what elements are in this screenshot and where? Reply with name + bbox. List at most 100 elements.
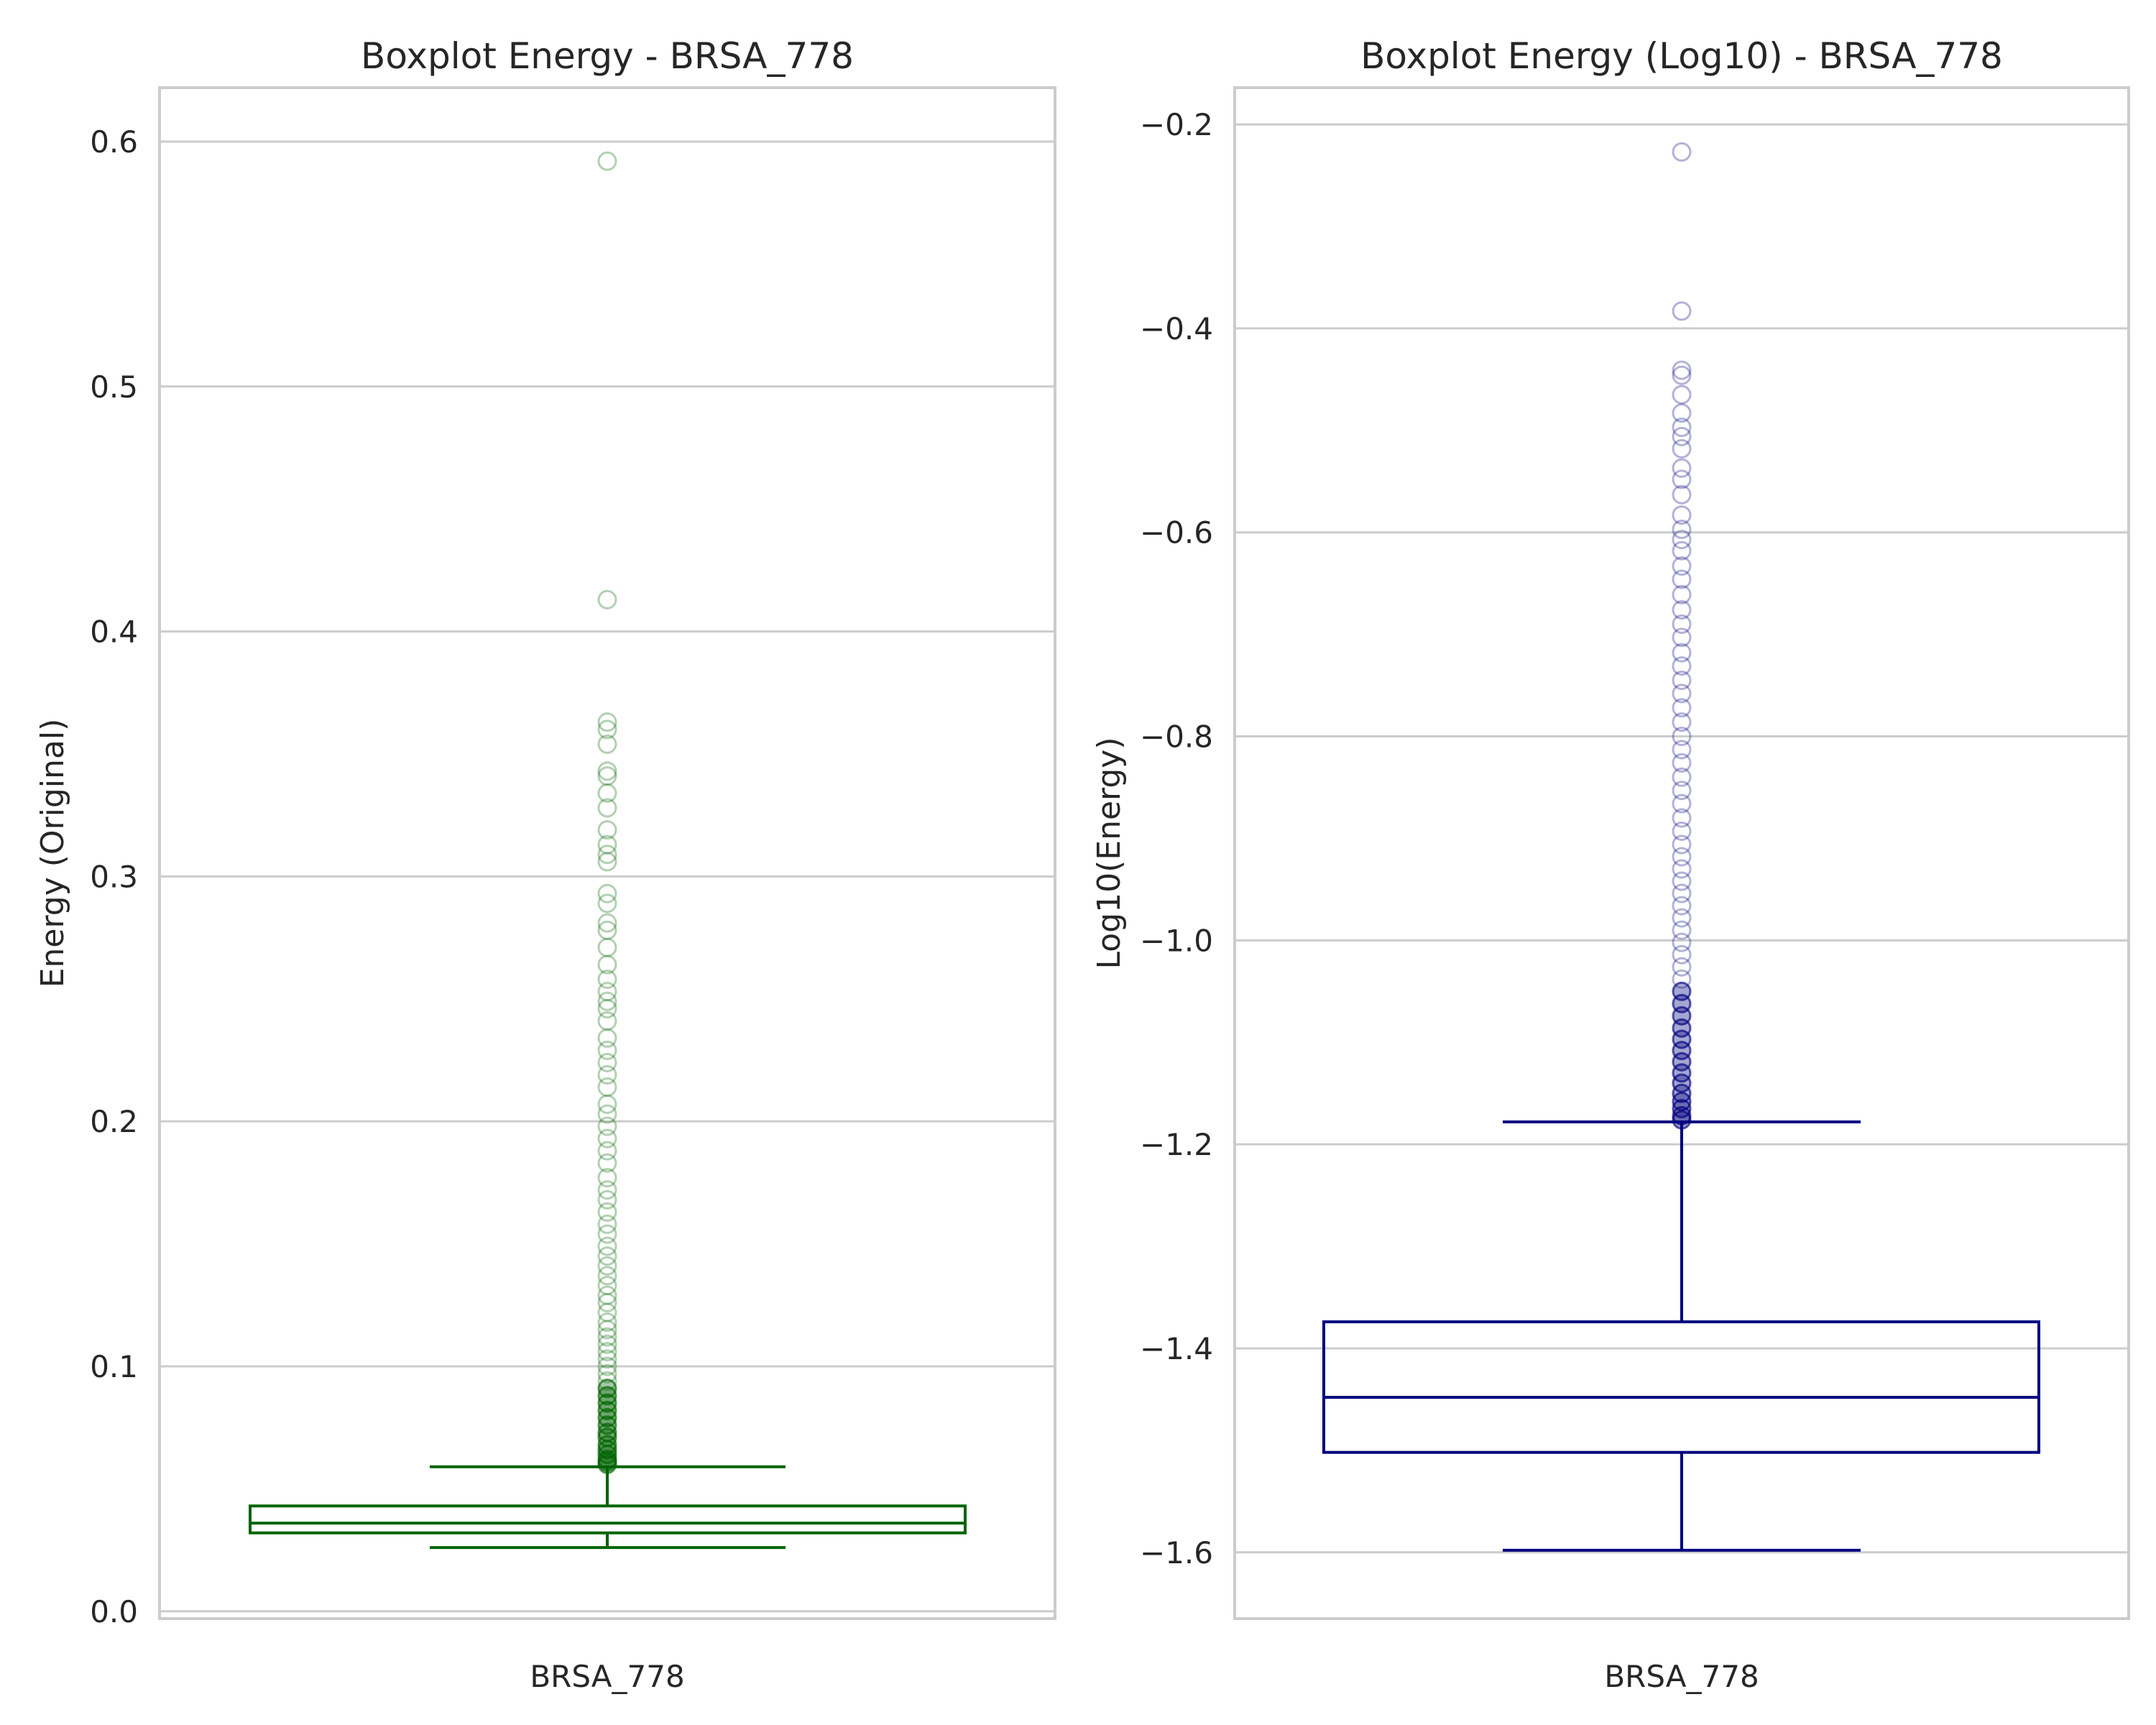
outlier-point bbox=[597, 1256, 617, 1276]
outlier-point bbox=[597, 1028, 617, 1048]
outlier-point bbox=[597, 1077, 617, 1097]
outlier-point bbox=[1672, 656, 1692, 676]
outlier-point bbox=[597, 991, 617, 1011]
outlier-point bbox=[597, 151, 617, 171]
outlier-point bbox=[1672, 740, 1692, 760]
outlier-point bbox=[1672, 883, 1692, 903]
right-boxplot-panel: −1.6 −1.4 −1.2 −1.0 −0.8 −0.6 −0.4 −0.2 Boxplot … bbox=[1091, 35, 2130, 1694]
outlier-point bbox=[597, 1094, 617, 1114]
outlier-point bbox=[597, 1292, 617, 1312]
outlier-point bbox=[1672, 834, 1692, 855]
chart-title: Boxplot Energy - BRSA_778 bbox=[361, 35, 854, 77]
outlier-point bbox=[1672, 781, 1692, 801]
y-tick-label: −0.6 bbox=[1140, 515, 1213, 551]
outlier-point bbox=[597, 1128, 617, 1149]
outlier-point bbox=[1672, 808, 1692, 828]
outlier-point bbox=[597, 1202, 617, 1222]
outlier-point bbox=[1672, 932, 1692, 952]
outlier-point bbox=[597, 734, 617, 754]
outlier-point bbox=[1672, 438, 1692, 459]
outlier-point bbox=[597, 589, 617, 610]
outlier-point bbox=[597, 1246, 617, 1266]
outlier-point bbox=[1672, 403, 1692, 423]
chart-title: Boxplot Energy (Log10) - BRSA_778 bbox=[1360, 35, 2003, 77]
outlier-point bbox=[1672, 301, 1692, 321]
outlier-point bbox=[597, 982, 617, 1002]
outlier-point bbox=[1672, 957, 1692, 977]
outlier-point bbox=[1672, 614, 1692, 634]
outlier-point bbox=[1672, 859, 1692, 879]
outlier-point bbox=[597, 1040, 617, 1060]
outlier-point bbox=[1672, 794, 1692, 814]
outlier-point bbox=[597, 820, 617, 840]
outlier-point bbox=[1672, 1063, 1692, 1083]
outlier-point bbox=[1672, 670, 1692, 690]
x-tick-label: BRSA_778 bbox=[530, 1659, 684, 1694]
outlier-point bbox=[597, 1224, 617, 1244]
outlier-point bbox=[597, 1180, 617, 1200]
y-tick-label: −1.4 bbox=[1140, 1331, 1213, 1366]
outlier-point bbox=[1672, 1092, 1692, 1112]
outlier-point bbox=[597, 1266, 617, 1286]
outlier-point bbox=[1672, 365, 1692, 385]
y-tick-label: 0.1 bbox=[90, 1349, 138, 1384]
y-tick-label: 0.0 bbox=[90, 1594, 138, 1629]
outlier-point bbox=[1672, 519, 1692, 539]
outlier-point bbox=[1672, 847, 1692, 867]
outlier-point bbox=[597, 1312, 617, 1333]
outlier-point bbox=[1672, 360, 1692, 380]
outlier-point bbox=[597, 1141, 617, 1161]
outlier-point bbox=[597, 766, 617, 786]
outlier-point bbox=[597, 1011, 617, 1031]
y-tick-label: −0.8 bbox=[1140, 719, 1213, 755]
outlier-point bbox=[1672, 1110, 1692, 1130]
outlier-point bbox=[597, 1104, 617, 1124]
outlier-point bbox=[597, 1393, 617, 1413]
outlier-point bbox=[597, 1454, 617, 1474]
outlier-point bbox=[1672, 944, 1692, 965]
outlier-point bbox=[597, 998, 617, 1018]
outlier-point bbox=[1672, 920, 1692, 940]
outlier-point bbox=[597, 1356, 617, 1376]
outlier-point bbox=[597, 970, 617, 990]
outlier-point bbox=[1672, 908, 1692, 928]
outlier-point bbox=[1672, 505, 1692, 525]
outlier-point bbox=[1672, 584, 1692, 604]
outlier-point bbox=[1672, 484, 1692, 505]
y-axis-label: Energy (Original) bbox=[34, 719, 71, 988]
x-tick-label: BRSA_778 bbox=[1604, 1659, 1759, 1694]
outlier-point bbox=[1672, 627, 1692, 648]
outlier-point bbox=[597, 1190, 617, 1210]
outlier-point bbox=[597, 883, 617, 903]
outlier-point bbox=[1672, 969, 1692, 989]
y-tick-label: −1.0 bbox=[1140, 923, 1213, 958]
y-tick-label: −1.2 bbox=[1140, 1127, 1213, 1162]
outlier-point bbox=[597, 1320, 617, 1340]
y-tick-label: −0.2 bbox=[1140, 107, 1213, 142]
outlier-point bbox=[597, 937, 617, 957]
outlier-point bbox=[597, 920, 617, 940]
outlier-point bbox=[597, 1379, 617, 1399]
outlier-point bbox=[597, 1302, 617, 1322]
outlier-point bbox=[597, 954, 617, 975]
outlier-point bbox=[1672, 821, 1692, 841]
y-tick-label: 0.2 bbox=[90, 1104, 138, 1139]
left-boxplot-panel: 0.0 0.1 0.2 0.3 0.4 0.5 0.6 Boxplot Energy - BR… bbox=[34, 35, 1056, 1694]
outlier-point bbox=[1672, 600, 1692, 620]
outlier-point bbox=[1672, 469, 1692, 489]
outlier-point bbox=[597, 845, 617, 865]
y-axis-label: Log10(Energy) bbox=[1091, 737, 1128, 970]
outlier-point bbox=[1672, 458, 1692, 478]
outlier-point bbox=[1672, 385, 1692, 405]
outlier-point bbox=[597, 1116, 617, 1136]
outlier-point bbox=[597, 1064, 617, 1085]
y-tick-label: −0.4 bbox=[1140, 311, 1213, 346]
outlier-point bbox=[597, 1168, 617, 1188]
outlier-point bbox=[1672, 698, 1692, 718]
outlier-point bbox=[597, 893, 617, 914]
y-tick-label: 0.5 bbox=[90, 369, 138, 405]
outlier-point bbox=[597, 1349, 617, 1369]
plot-frame bbox=[158, 86, 1056, 1620]
outlier-point bbox=[597, 1342, 617, 1362]
